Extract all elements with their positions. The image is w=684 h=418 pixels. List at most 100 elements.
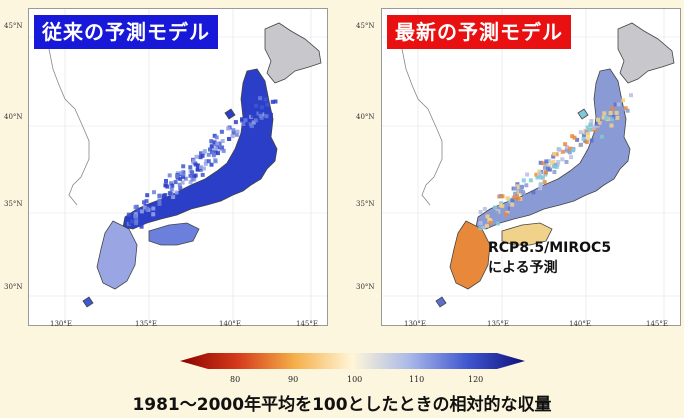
yield-cell xyxy=(534,172,539,177)
colorbar-gradient xyxy=(180,353,525,369)
lat-label: 45°N xyxy=(356,22,375,30)
yield-cell xyxy=(563,142,568,147)
yield-cell xyxy=(250,109,255,114)
yield-cell xyxy=(481,225,486,230)
yield-cell xyxy=(130,219,134,224)
sado-region xyxy=(577,108,589,120)
yield-cell xyxy=(250,113,255,118)
lat-label: 40°N xyxy=(4,113,23,121)
lon-label: 130°E xyxy=(404,320,426,328)
yield-cell xyxy=(191,159,196,164)
yield-cell xyxy=(587,127,592,132)
map-panel-conventional: 従来の予測モデル xyxy=(28,8,328,326)
yield-cell xyxy=(216,151,220,156)
kyushu-region xyxy=(449,220,491,290)
yield-cell xyxy=(552,170,557,174)
panel-title: 従来の予測モデル xyxy=(34,15,218,49)
yield-cell xyxy=(258,96,263,101)
yield-cell xyxy=(564,145,569,150)
yield-cell xyxy=(589,119,594,123)
yield-cell xyxy=(578,130,583,135)
yield-cell xyxy=(589,138,594,143)
yield-cell xyxy=(233,120,238,125)
yield-cell xyxy=(554,152,559,157)
yield-cell xyxy=(567,150,572,155)
yield-cell xyxy=(210,150,214,155)
yield-cell xyxy=(505,215,509,220)
yield-cell xyxy=(488,220,493,225)
yield-cell xyxy=(195,163,200,168)
yield-cell xyxy=(139,224,144,229)
yield-cell xyxy=(516,196,521,201)
colorbar-tick: 80 xyxy=(230,375,241,384)
yield-cell xyxy=(211,152,216,157)
yield-cell xyxy=(525,172,530,177)
yield-cell xyxy=(586,131,591,136)
yield-cell xyxy=(251,120,256,125)
yield-cell xyxy=(249,124,254,129)
yield-cell xyxy=(126,212,131,217)
yield-cell xyxy=(543,165,547,170)
yield-cell xyxy=(181,164,186,169)
yield-cell xyxy=(487,218,492,223)
kyushu-region xyxy=(96,220,138,290)
yield-cell xyxy=(609,117,614,122)
yield-cell xyxy=(181,174,186,179)
yield-cell xyxy=(585,136,590,141)
yield-cell xyxy=(552,152,557,157)
yield-cell xyxy=(137,222,142,227)
yield-cell xyxy=(620,106,625,111)
yield-cell xyxy=(215,141,220,146)
yield-cell xyxy=(571,148,575,153)
colorbar-tick: 100 xyxy=(347,375,363,384)
yield-cell xyxy=(214,135,219,140)
yield-cell xyxy=(213,159,218,164)
colorbar: 80 90 100 110 120 xyxy=(180,350,525,400)
yield-cell xyxy=(273,99,278,104)
lon-label: 135°E xyxy=(487,320,509,328)
yield-cell xyxy=(602,111,607,116)
yield-cell xyxy=(234,132,239,137)
yield-cell xyxy=(500,194,505,199)
yield-cell xyxy=(259,105,264,110)
yield-cell xyxy=(145,214,149,219)
yield-cell xyxy=(252,126,257,131)
yield-cell xyxy=(200,172,205,177)
yield-cell xyxy=(625,108,630,113)
yield-cell xyxy=(170,183,175,188)
yield-cell xyxy=(134,221,139,226)
shikoku-region xyxy=(501,222,553,246)
yield-cell xyxy=(604,115,609,120)
yield-cell xyxy=(263,97,268,102)
yield-cell xyxy=(481,221,486,226)
yield-cell xyxy=(538,171,543,176)
yield-cell xyxy=(581,136,586,141)
yield-cell xyxy=(504,212,509,217)
yield-cell xyxy=(538,160,543,165)
yield-cell xyxy=(230,134,235,139)
honshu-region xyxy=(122,68,278,230)
shikoku-region xyxy=(148,222,200,246)
japan-map xyxy=(29,9,327,325)
yield-cell xyxy=(151,206,156,211)
yield-cell xyxy=(478,226,483,231)
yield-cell xyxy=(601,115,606,120)
yield-cell xyxy=(212,140,217,145)
yield-cell xyxy=(142,200,146,205)
yield-cell xyxy=(209,144,214,149)
yield-cell xyxy=(235,129,240,134)
yield-cell xyxy=(171,195,176,199)
lat-label: 35°N xyxy=(4,200,23,208)
yield-cell xyxy=(201,150,206,155)
yield-cell xyxy=(201,166,206,171)
yield-cell xyxy=(609,103,614,108)
yield-cell xyxy=(169,181,174,186)
lat-label: 35°N xyxy=(356,200,375,208)
yield-cell xyxy=(540,175,545,180)
sado-region xyxy=(224,108,236,120)
yield-cell xyxy=(270,99,275,104)
yield-cell xyxy=(265,102,270,107)
yield-cell xyxy=(139,209,144,214)
panel-title: 最新の予測モデル xyxy=(387,15,571,49)
yield-cell xyxy=(188,180,193,185)
